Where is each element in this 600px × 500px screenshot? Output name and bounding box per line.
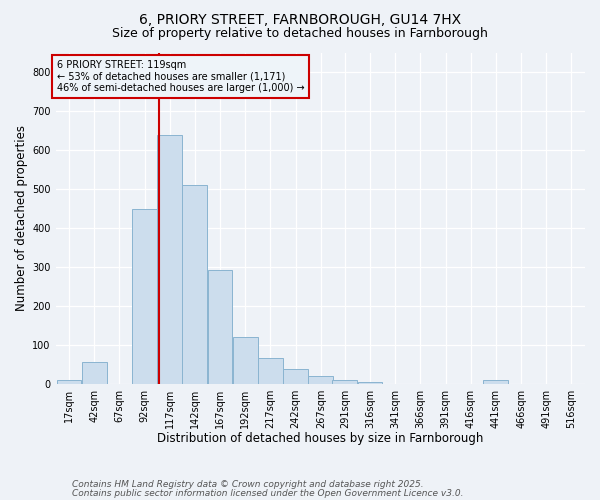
Text: 6, PRIORY STREET, FARNBOROUGH, GU14 7HX: 6, PRIORY STREET, FARNBOROUGH, GU14 7HX xyxy=(139,12,461,26)
Bar xyxy=(283,369,308,384)
Y-axis label: Number of detached properties: Number of detached properties xyxy=(15,125,28,311)
Bar xyxy=(208,270,232,384)
Bar xyxy=(132,210,157,384)
X-axis label: Distribution of detached houses by size in Farnborough: Distribution of detached houses by size … xyxy=(157,432,484,445)
Bar xyxy=(258,358,283,384)
Bar xyxy=(484,380,508,384)
Bar xyxy=(308,376,333,384)
Text: Contains HM Land Registry data © Crown copyright and database right 2025.: Contains HM Land Registry data © Crown c… xyxy=(72,480,424,489)
Bar xyxy=(233,337,257,384)
Text: Size of property relative to detached houses in Farnborough: Size of property relative to detached ho… xyxy=(112,28,488,40)
Bar xyxy=(358,382,382,384)
Bar xyxy=(157,135,182,384)
Bar xyxy=(82,362,107,384)
Text: Contains public sector information licensed under the Open Government Licence v3: Contains public sector information licen… xyxy=(72,489,464,498)
Bar xyxy=(56,380,82,384)
Text: 6 PRIORY STREET: 119sqm
← 53% of detached houses are smaller (1,171)
46% of semi: 6 PRIORY STREET: 119sqm ← 53% of detache… xyxy=(56,60,304,94)
Bar xyxy=(182,184,207,384)
Bar xyxy=(332,380,357,384)
